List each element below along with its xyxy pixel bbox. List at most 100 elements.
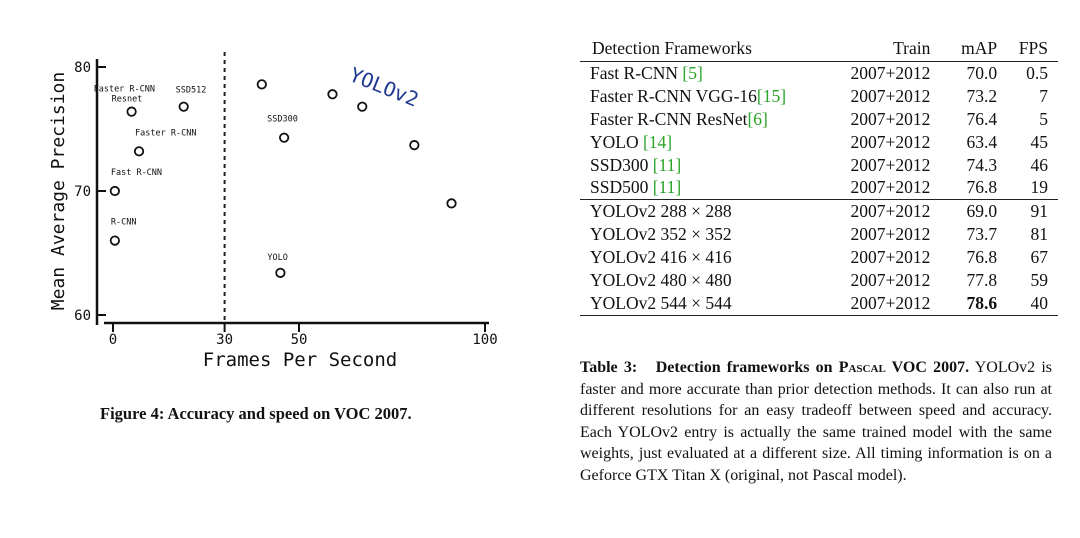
y-axis-label: Mean Average Precision [48,72,69,310]
header-map: mAP [944,34,1004,62]
cell-map: 76.4 [966,108,998,129]
cell-framework-name: YOLOv2 416 × 416 [580,246,825,269]
y-tick-label: 70 [74,184,91,200]
framework-name: YOLO [590,131,643,152]
framework-name: YOLOv2 544 × 544 [590,292,732,313]
cell-map: 73.2 [966,85,998,106]
citation-link[interactable]: [14] [642,131,673,152]
point-label: Faster R-CNN [135,128,196,138]
framework-name: SSD300 [590,154,653,175]
cell-train: 2007+2012 [850,154,931,175]
cell-map: 76.8 [966,247,998,268]
table-caption-title-end: VOC 2007. [885,359,970,376]
cell-map: 74.3 [966,154,998,175]
citation-link[interactable]: [15] [756,85,787,106]
cell-framework-name: YOLOv2 480 × 480 [580,269,825,292]
citation-link[interactable]: [6] [747,108,768,129]
cell-train: 2007+2012 [824,199,945,224]
cell-train: 2007+2012 [850,269,931,290]
cell-train: 2007+2012 [824,60,945,85]
framework-name: SSD500 [590,177,653,198]
table-row: YOLO [14] 2007+2012 63.4 45 [580,131,1058,154]
data-point [446,198,457,209]
table-row: SSD300 [11] 2007+2012 74.3 46 [580,154,1058,177]
framework-name: Faster R-CNN ResNet [590,108,748,129]
data-point [109,185,120,197]
figure-caption: Figure 4: Accuracy and speed on VOC 2007… [100,404,460,424]
data-point [133,146,145,157]
framework-name: YOLOv2 416 × 416 [590,247,732,268]
cell-train: 2007+2012 [850,108,931,129]
cell-map: 69.0 [944,199,1004,224]
cell-framework-name: YOLOv2 288 × 288 [580,199,825,224]
detection-frameworks-table: Detection Frameworks Train mAP FPS Fast … [580,34,1058,316]
citation-link[interactable]: [11] [652,154,682,175]
cell-train: 2007+2012 [824,291,945,316]
table-header-row: Detection Frameworks Train mAP FPS [580,34,1058,62]
cell-fps: 81 [1030,224,1049,245]
cell-fps: 7 [1039,85,1048,106]
y-tick-label: 60 [74,308,91,324]
y-tick-label: 80 [74,60,91,76]
table-caption-title-pascal: Pascal [838,359,886,376]
cell-train: 2007+2012 [850,247,931,268]
accuracy-speed-scatter-chart: 60 70 80 0 30 50 100 Frames Per Second Mean Aver… [48,52,498,371]
point-label: Fast R-CNN [111,168,162,178]
point-label: SSD300 [267,115,298,125]
data-point [256,79,267,90]
citation-link[interactable]: [11] [652,177,682,198]
table-body: Fast R-CNN [5] 2007+2012 70.0 0.5 Faster R-C… [580,60,1058,316]
figure-caption-text: Accuracy and speed on VOC 2007. [167,404,412,423]
cell-framework-name: Faster R-CNN VGG-16[15] [580,85,825,108]
cell-train: 2007+2012 [850,224,931,245]
cell-fps: 19 [1030,177,1049,198]
header-detection-frameworks: Detection Frameworks [580,34,825,62]
cell-fps: 5 [1039,108,1048,129]
cell-map: 70.0 [944,60,1004,85]
table-row: YOLOv2 352 × 352 2007+2012 73.7 81 [580,223,1058,246]
data-point [409,140,420,151]
table-caption: Table 3: Detection frameworks on Pascal … [580,357,1052,486]
data-point [275,267,286,278]
cell-framework-name: SSD300 [11] [580,154,825,177]
framework-name: Faster R-CNN VGG-16 [590,85,757,106]
table-row: Faster R-CNN VGG-16[15] 2007+2012 73.2 7 [580,85,1058,108]
framework-name: YOLOv2 480 × 480 [590,269,732,290]
point-label: YOLO [267,253,287,263]
cell-framework-name: SSD500 [11] [580,176,825,199]
x-tick-label: 100 [472,332,497,348]
cell-framework-name: YOLOv2 544 × 544 [580,291,825,316]
cell-fps: 0.5 [1003,60,1058,85]
framework-name: YOLOv2 352 × 352 [590,224,732,245]
cell-fps: 91 [1003,199,1058,224]
x-tick-label: 0 [109,332,117,348]
x-axis-label: Frames Per Second [203,349,397,371]
citation-link[interactable]: [5] [682,62,703,83]
cell-fps: 46 [1030,154,1049,175]
table-row: Faster R-CNN ResNet[6] 2007+2012 76.4 5 [580,108,1058,131]
table-row: SSD500 [11] 2007+2012 76.8 19 [580,176,1058,199]
cell-framework-name: YOLO [14] [580,131,825,154]
table-row: YOLOv2 544 × 544 2007+2012 78.6 40 [580,291,1058,316]
header-fps: FPS [1003,34,1058,62]
cell-train: 2007+2012 [850,177,931,198]
cell-map: 76.8 [966,177,998,198]
framework-name: Fast R-CNN [590,62,683,83]
detection-frameworks-table-container: Detection Frameworks Train mAP FPS Fast … [580,34,1058,316]
point-label: Resnet [112,95,143,105]
cell-map: 73.7 [966,224,998,245]
x-tick-label: 50 [291,332,308,348]
cell-map: 63.4 [966,131,998,152]
cell-fps: 40 [1003,291,1058,316]
data-point [279,132,290,143]
table-caption-body: YOLOv2 is faster and more accurate than … [580,359,1053,484]
table-caption-title: Detection frameworks on Pascal VOC 2007. [656,359,969,376]
table-caption-label: Table 3: [580,359,638,376]
data-point [109,235,120,246]
x-tick-label: 30 [216,332,233,348]
header-train: Train [824,34,945,62]
cell-framework-name: Fast R-CNN [5] [580,60,825,85]
table-row: Fast R-CNN [5] 2007+2012 70.0 0.5 [580,60,1058,85]
point-label: R-CNN [111,218,137,228]
